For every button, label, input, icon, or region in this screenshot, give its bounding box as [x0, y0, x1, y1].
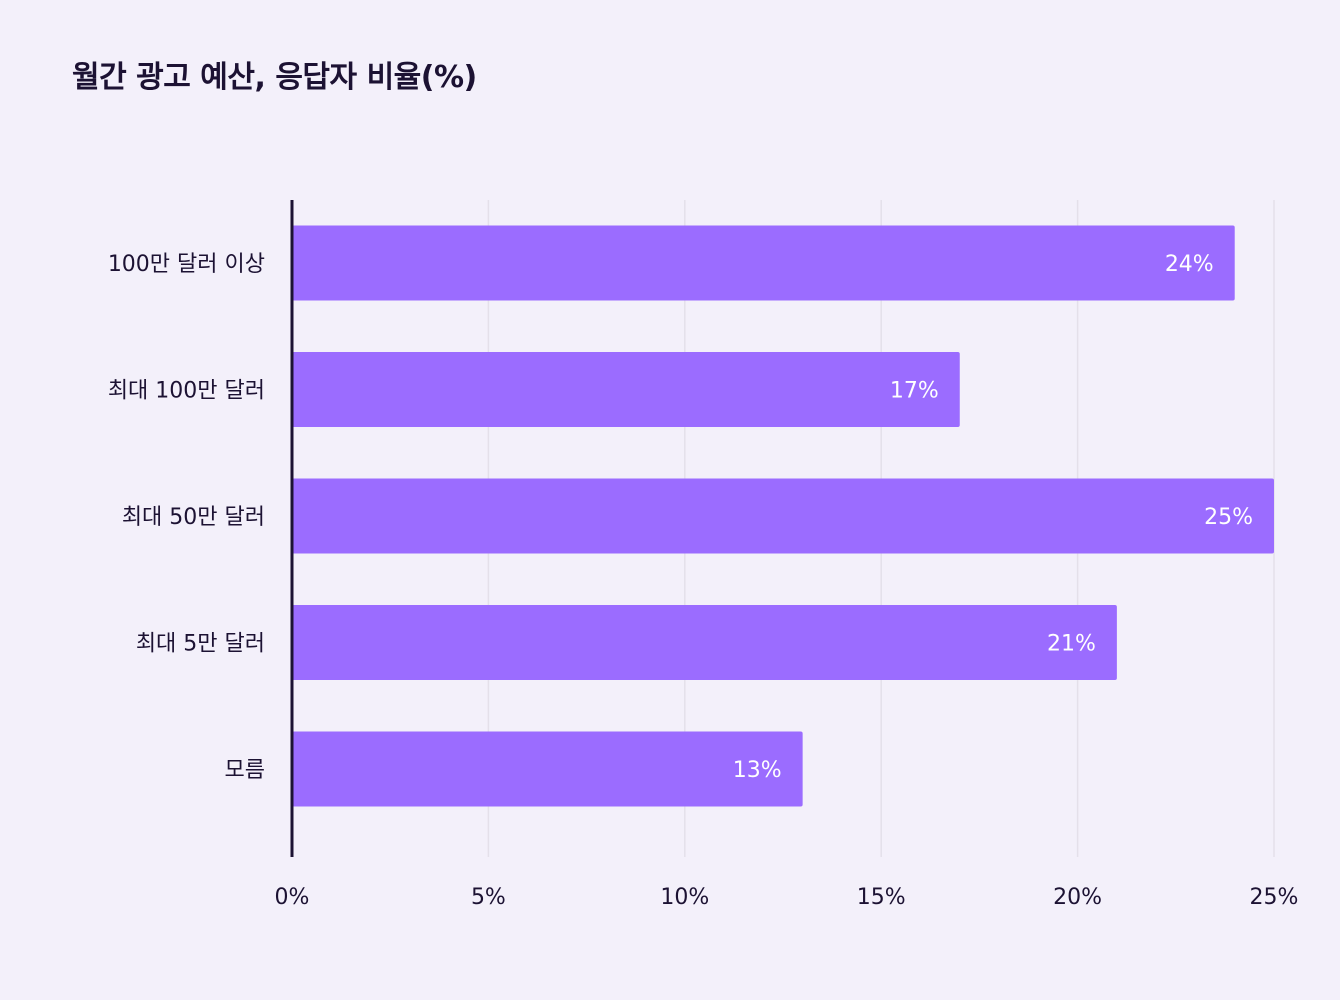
- bars: 24% 17% 25% 21% 13%: [292, 225, 1274, 807]
- category-label-1: 최대 100만 달러: [108, 379, 265, 404]
- value-label-2: 25%: [1204, 505, 1253, 530]
- bar-2: [292, 478, 1274, 554]
- chart-title: 월간 광고 예산, 응답자 비율(%): [72, 60, 477, 95]
- x-tick-label-2: 10%: [660, 885, 709, 910]
- x-tick-label-4: 20%: [1053, 885, 1102, 910]
- category-label-0: 100만 달러 이상: [108, 252, 265, 277]
- bar-1: [292, 352, 960, 427]
- category-label-2: 최대 50만 달러: [122, 505, 265, 530]
- value-label-0: 24%: [1165, 252, 1214, 277]
- category-label-4: 모름: [225, 758, 265, 783]
- x-tick-label-0: 0%: [275, 885, 310, 910]
- category-label-3: 최대 5만 달러: [136, 632, 265, 657]
- x-axis-tick-labels: 0% 5% 10% 15% 20% 25%: [275, 885, 1299, 910]
- value-label-1: 17%: [890, 379, 939, 404]
- value-label-3: 21%: [1047, 632, 1096, 657]
- x-tick-label-3: 15%: [857, 885, 906, 910]
- x-tick-label-1: 5%: [471, 885, 506, 910]
- bar-3: [292, 605, 1117, 680]
- bar-0: [292, 225, 1235, 301]
- x-tick-label-5: 25%: [1250, 885, 1299, 910]
- value-label-4: 13%: [733, 758, 782, 783]
- bar-4: [292, 731, 803, 807]
